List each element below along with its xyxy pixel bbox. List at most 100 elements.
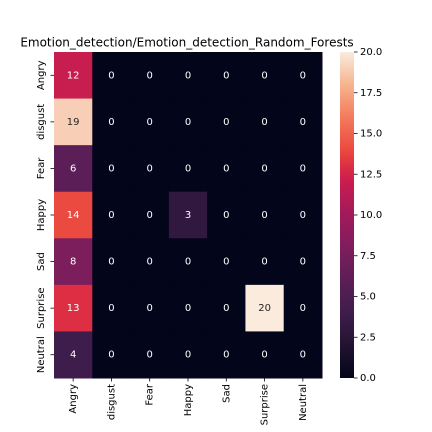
x-tick-label: Neutral xyxy=(298,384,309,421)
cell-label: 0 xyxy=(108,350,114,361)
cell-label: 0 xyxy=(261,257,267,268)
cell-label: 0 xyxy=(300,117,306,128)
heatmap-cell xyxy=(92,331,132,379)
heatmap-cell xyxy=(130,52,170,100)
y-tick-label: Neutral xyxy=(36,336,47,373)
cell-label: 0 xyxy=(223,303,229,314)
cell-label: 0 xyxy=(147,163,153,174)
cell-label: 0 xyxy=(223,350,229,361)
heatmap-cell xyxy=(130,191,170,239)
heatmap-cell xyxy=(92,284,132,332)
heatmap-cell xyxy=(245,238,285,286)
colorbar-tick-label: 12.5 xyxy=(360,169,382,180)
heatmap-cell xyxy=(54,284,93,332)
cell-label: 0 xyxy=(261,70,267,81)
cell-label: 0 xyxy=(147,210,153,221)
colorbar-tick-label: 15.0 xyxy=(360,129,382,140)
cell-label: 14 xyxy=(67,210,80,221)
y-tick-label: Angry xyxy=(36,60,47,90)
cell-label: 0 xyxy=(185,70,191,81)
heatmap-cell xyxy=(130,331,170,379)
cell-label: 0 xyxy=(300,350,306,361)
heatmap-cell xyxy=(245,52,285,100)
cell-label: 19 xyxy=(67,117,80,128)
cell-label: 0 xyxy=(261,163,267,174)
heatmap-cell xyxy=(207,191,246,239)
cell-label: 0 xyxy=(108,257,114,268)
colorbar-tick-label: 5.0 xyxy=(360,292,376,303)
heatmap-cell xyxy=(207,98,246,146)
cell-label: 0 xyxy=(108,70,114,81)
x-tick-label: disgust xyxy=(106,384,117,420)
cell-label: 13 xyxy=(67,303,80,314)
heatmap-cell xyxy=(283,145,323,193)
cell-label: 0 xyxy=(261,117,267,128)
heatmap-cell xyxy=(207,284,246,332)
cell-label: 0 xyxy=(108,210,114,221)
heatmap-cell xyxy=(245,145,285,193)
heatmap-cell xyxy=(168,191,208,239)
heatmap-cell xyxy=(92,238,132,286)
heatmap-cell xyxy=(54,145,93,193)
cell-label: 20 xyxy=(258,303,271,314)
heatmap-cell xyxy=(130,284,170,332)
cell-label: 0 xyxy=(300,70,306,81)
cell-label: 0 xyxy=(261,350,267,361)
heatmap-cell xyxy=(168,284,208,332)
colorbar-tick-label: 17.5 xyxy=(360,88,382,99)
cell-label: 0 xyxy=(300,163,306,174)
heatmap-cell xyxy=(168,238,208,286)
y-tick-label: Fear xyxy=(36,157,47,179)
cell-label: 0 xyxy=(108,303,114,314)
heatmap-cell xyxy=(168,145,208,193)
heatmap-cell xyxy=(283,191,323,239)
heatmap-cell xyxy=(283,331,323,379)
x-tick-label: Happy xyxy=(183,384,194,416)
heatmap-cell xyxy=(54,52,93,100)
heatmap-cell xyxy=(283,238,323,286)
heatmap-cell xyxy=(168,331,208,379)
cell-label: 0 xyxy=(108,163,114,174)
cell-label: 8 xyxy=(70,257,76,268)
cell-label: 0 xyxy=(223,117,229,128)
cell-label: 0 xyxy=(147,350,153,361)
x-tick-label: Surprise xyxy=(260,384,271,425)
colorbar xyxy=(340,52,354,378)
cell-label: 0 xyxy=(223,210,229,221)
cell-label: 0 xyxy=(185,257,191,268)
heatmap-cell xyxy=(92,191,132,239)
cell-label: 6 xyxy=(70,163,76,174)
heatmap-cell xyxy=(92,145,132,193)
cell-label: 12 xyxy=(67,70,80,81)
colorbar-tick-label: 0.0 xyxy=(360,373,376,384)
heatmap-cell xyxy=(130,145,170,193)
heatmap-cell xyxy=(245,191,285,239)
colorbar-tick-label: 7.5 xyxy=(360,251,376,262)
cell-label: 0 xyxy=(300,257,306,268)
cell-label: 0 xyxy=(185,350,191,361)
heatmap-cell xyxy=(54,238,93,286)
heatmap-cell xyxy=(207,331,246,379)
cell-label: 0 xyxy=(185,303,191,314)
colorbar-tick-label: 20.0 xyxy=(360,47,382,58)
heatmap-cell xyxy=(92,98,132,146)
y-tick-label: Happy xyxy=(36,199,47,231)
heatmap-cell xyxy=(283,52,323,100)
cell-label: 0 xyxy=(223,70,229,81)
cell-label: 3 xyxy=(185,210,191,221)
x-tick-label: Sad xyxy=(221,384,232,403)
cell-label: 0 xyxy=(300,210,306,221)
heatmap-cell xyxy=(92,52,132,100)
y-tick-label: disgust xyxy=(36,104,47,140)
cell-label: 0 xyxy=(261,210,267,221)
cell-label: 0 xyxy=(108,117,114,128)
heatmap-cell xyxy=(54,191,93,239)
heatmap-cell xyxy=(168,98,208,146)
x-tick-label: Fear xyxy=(145,383,156,405)
y-tick-label: Surprise xyxy=(36,287,47,328)
cell-label: 0 xyxy=(185,117,191,128)
heatmap-cell xyxy=(283,284,323,332)
cell-label: 0 xyxy=(223,257,229,268)
